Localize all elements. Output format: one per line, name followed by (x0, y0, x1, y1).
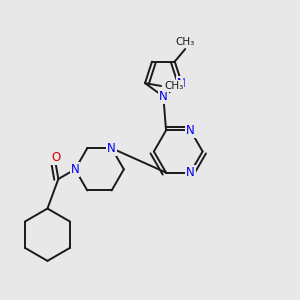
Text: CH₃: CH₃ (176, 38, 195, 47)
Text: N: N (177, 77, 186, 90)
Text: N: N (159, 90, 168, 103)
Text: O: O (51, 151, 60, 164)
Text: N: N (186, 124, 195, 137)
Text: N: N (107, 142, 116, 155)
Text: CH₃: CH₃ (164, 81, 183, 91)
Text: N: N (186, 166, 195, 179)
Text: N: N (71, 163, 80, 176)
